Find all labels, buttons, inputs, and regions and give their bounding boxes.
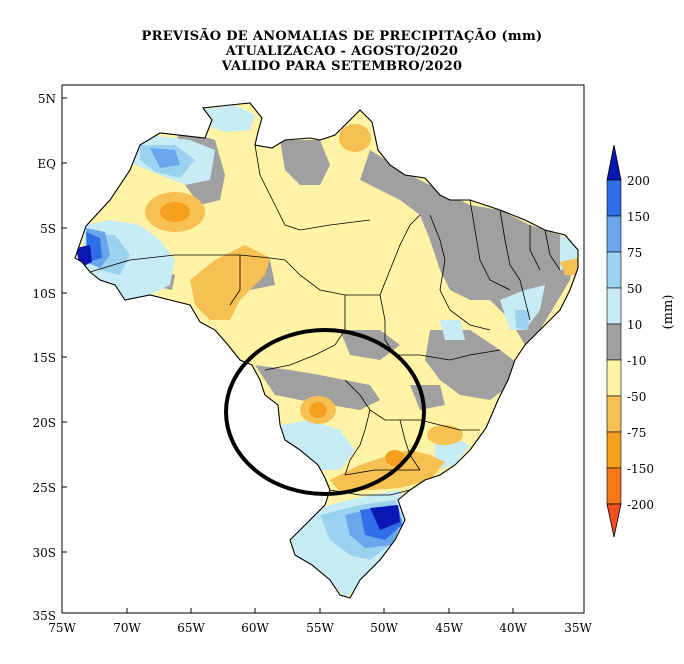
lat-label: 5N — [38, 92, 56, 106]
lon-label: 60W — [241, 621, 269, 635]
lon-label: 50W — [370, 621, 398, 635]
legend-arrow-bottom — [606, 503, 622, 538]
legend-label: -75 — [627, 426, 646, 440]
map-title: PREVISÃO DE ANOMALIAS DE PRECIPITAÇÃO (m… — [141, 29, 543, 44]
legend-swatch — [606, 467, 622, 505]
colorbar-legend: 200 150 75 50 10 -10 -50 -75 -150 -200 (… — [606, 144, 676, 538]
legend-swatch — [606, 323, 622, 361]
lat-label: 5S — [40, 222, 56, 236]
legend-swatch — [606, 359, 622, 397]
lon-label: 40W — [499, 621, 527, 635]
longitude-labels: 75W 70W 65W 60W 55W 50W 45W 40W 35W — [48, 621, 592, 635]
lat-label: 35S — [33, 609, 57, 623]
state-borders — [89, 144, 561, 496]
lat-label: 20S — [33, 416, 57, 430]
lon-label: 55W — [306, 621, 334, 635]
lat-label: EQ — [37, 157, 56, 171]
legend-swatch — [606, 395, 622, 433]
lon-label: 75W — [48, 621, 76, 635]
lat-label: 30S — [33, 546, 57, 560]
legend-label: -200 — [627, 498, 654, 512]
legend-label: 200 — [627, 174, 650, 188]
highlight-ellipse — [224, 328, 426, 496]
legend-swatch — [606, 215, 622, 253]
lon-label: 45W — [435, 621, 463, 635]
lon-label: 70W — [113, 621, 141, 635]
legend-label: 50 — [627, 282, 642, 296]
legend-label: -10 — [627, 354, 646, 368]
legend-label: -150 — [627, 462, 654, 476]
legend-swatch — [606, 251, 622, 289]
legend-label: 150 — [627, 210, 650, 224]
legend-unit: (mm) — [661, 295, 676, 330]
latitude-labels: 5N EQ 5S 10S 15S 20S 25S 30S 35S — [33, 92, 57, 623]
map-subtitle-valid: VALIDO PARA SETEMBRO/2020 — [221, 59, 463, 74]
legend-swatch — [606, 179, 622, 217]
legend-label: 75 — [627, 246, 642, 260]
lat-label: 25S — [33, 481, 57, 495]
legend-label: -50 — [627, 390, 646, 404]
lon-label: 65W — [177, 621, 205, 635]
legend-swatch — [606, 287, 622, 325]
axis-ticks — [62, 97, 514, 613]
legend-swatch — [606, 431, 622, 469]
legend-arrow-top — [606, 144, 622, 181]
lon-label: 35W — [564, 621, 592, 635]
lat-label: 10S — [33, 287, 57, 301]
legend-label: 10 — [627, 318, 642, 332]
map-subtitle-update: ATUALIZACAO - AGOSTO/2020 — [225, 44, 459, 59]
lat-label: 15S — [33, 351, 57, 365]
